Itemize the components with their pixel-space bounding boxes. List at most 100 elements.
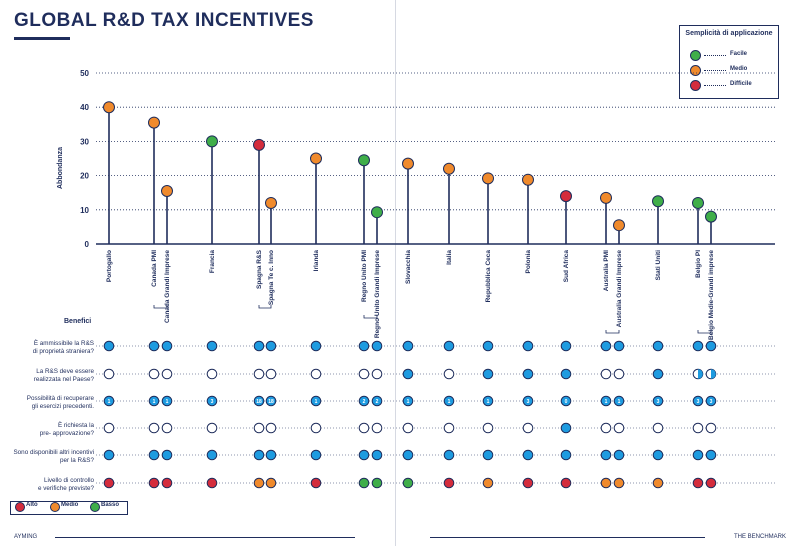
benefit-dot xyxy=(148,449,160,461)
benefit-dot-numbered xyxy=(522,395,534,407)
benefit-dot xyxy=(161,340,173,352)
country-label: Slovacchia xyxy=(405,250,412,284)
benefit-dot xyxy=(652,449,664,461)
footer-rule-right xyxy=(430,537,705,538)
benefit-dot xyxy=(692,340,704,352)
lollipop-point xyxy=(358,154,370,167)
country-label: Australia Grandi Imprese xyxy=(616,250,623,328)
benefit-dot xyxy=(148,340,160,352)
benefit-dot xyxy=(402,449,414,461)
leader-dots xyxy=(704,85,726,86)
lollipop-point xyxy=(310,152,322,165)
benefit-row-label-cont: e verifiche previste? xyxy=(38,485,94,492)
benefit-dot xyxy=(705,449,717,461)
benefit-dot xyxy=(402,368,414,380)
benefit-dot xyxy=(402,477,414,489)
benefit-dot-numbered xyxy=(443,395,455,407)
red-dot-icon xyxy=(15,502,25,512)
benefit-dot xyxy=(148,477,160,489)
benefit-dot-numbered xyxy=(161,395,173,407)
page-fold-divider xyxy=(395,0,396,546)
benefici-header: Benefici xyxy=(64,318,92,325)
group-bracket xyxy=(258,305,272,309)
benefit-dot-empty xyxy=(652,422,664,434)
benefit-dot-number: 1 xyxy=(407,399,410,405)
lollipop-point xyxy=(443,162,455,175)
benefit-dot xyxy=(371,449,383,461)
benefit-dot xyxy=(482,340,494,352)
benefit-dot-numbered xyxy=(358,395,370,407)
lollipop-point xyxy=(265,196,277,209)
benefit-dot-numbered xyxy=(206,395,218,407)
benefit-dot-numbered xyxy=(705,395,717,407)
benefit-dot-number: 1 xyxy=(487,399,490,405)
benefit-dot-empty xyxy=(358,422,370,434)
benefit-dot xyxy=(310,449,322,461)
benefit-dot xyxy=(600,449,612,461)
benefit-row-label-cont: realizzata nel Paese? xyxy=(34,376,95,383)
benefit-dot-empty xyxy=(310,422,322,434)
country-label: Spagna R&S xyxy=(256,249,263,289)
benefit-dot-number: 3 xyxy=(527,399,530,405)
footer-brand: AYMING xyxy=(14,534,38,540)
ease-legend: Semplicità di applicazione Facile Medio … xyxy=(679,25,779,99)
title-underline xyxy=(14,37,70,40)
benefit-dot-empty xyxy=(265,422,277,434)
benefit-dot-number: 18 xyxy=(256,399,262,405)
leader-dots xyxy=(704,70,726,71)
leader-dots xyxy=(704,55,726,56)
lollipop-point xyxy=(613,219,625,232)
benefit-dot xyxy=(613,340,625,352)
benefit-dot xyxy=(358,340,370,352)
benefit-dot xyxy=(206,340,218,352)
benefit-row-label: Possibilità di recuperare xyxy=(27,395,95,402)
country-label: Stati Uniti xyxy=(655,250,662,281)
country-label: Sud Africa xyxy=(563,250,570,283)
lollipop-point xyxy=(482,172,494,185)
benefit-dot-empty xyxy=(206,422,218,434)
lollipop-point xyxy=(206,135,218,148)
benefit-row-label-cont: per la R&S? xyxy=(60,457,94,464)
y-tick-label: 40 xyxy=(80,103,89,112)
group-bracket xyxy=(153,305,168,309)
benefit-dot-empty xyxy=(522,422,534,434)
benefit-row-label: È ammissibile la R&S xyxy=(34,338,94,347)
y-axis-label: Abbondanza xyxy=(57,147,64,189)
benefit-dot-empty xyxy=(443,368,455,380)
benefit-dot-numbered xyxy=(265,395,277,407)
benefit-dot xyxy=(705,340,717,352)
y-tick-label: 30 xyxy=(80,137,89,146)
ease-legend-title: Semplicità di applicazione xyxy=(685,30,773,37)
benefit-dot xyxy=(402,340,414,352)
lollipop-point xyxy=(522,173,534,186)
country-label: Canada PMI xyxy=(151,250,158,287)
country-label: Spagna Te c. Inno xyxy=(268,250,275,305)
benefit-dot-empty xyxy=(613,368,625,380)
lollipop-point xyxy=(161,184,173,197)
level-legend-label: Basso xyxy=(101,502,120,508)
benefit-dot-empty xyxy=(358,368,370,380)
country-label: Belgio PI xyxy=(695,250,702,278)
benefit-dot-empty xyxy=(103,368,115,380)
benefit-dot-empty xyxy=(103,422,115,434)
benefit-dot xyxy=(265,449,277,461)
benefit-dot xyxy=(560,340,572,352)
benefit-dot-numbered xyxy=(652,395,664,407)
benefit-dot-half-fill xyxy=(698,369,703,379)
benefit-dot-numbered xyxy=(560,395,572,407)
benefit-dot-empty xyxy=(443,422,455,434)
benefit-dot xyxy=(652,340,664,352)
orange-dot-icon xyxy=(690,65,701,76)
lollipop-point xyxy=(148,116,160,129)
benefit-dot-half-fill xyxy=(711,369,716,379)
footer-rule-left xyxy=(55,537,355,538)
benefit-dot xyxy=(560,422,572,434)
country-label: Repubblica Ceca xyxy=(485,250,492,303)
benefit-dot-number: 3 xyxy=(211,399,214,405)
benefit-dot xyxy=(253,449,265,461)
benefit-dot-number: 0 xyxy=(565,399,568,405)
benefit-dot-number: 1 xyxy=(605,399,608,405)
benefit-row-label: La R&S deve essere xyxy=(36,368,94,375)
benefit-dot-empty xyxy=(613,422,625,434)
country-label: Belgio Medie-Grandi imprese xyxy=(708,250,715,340)
